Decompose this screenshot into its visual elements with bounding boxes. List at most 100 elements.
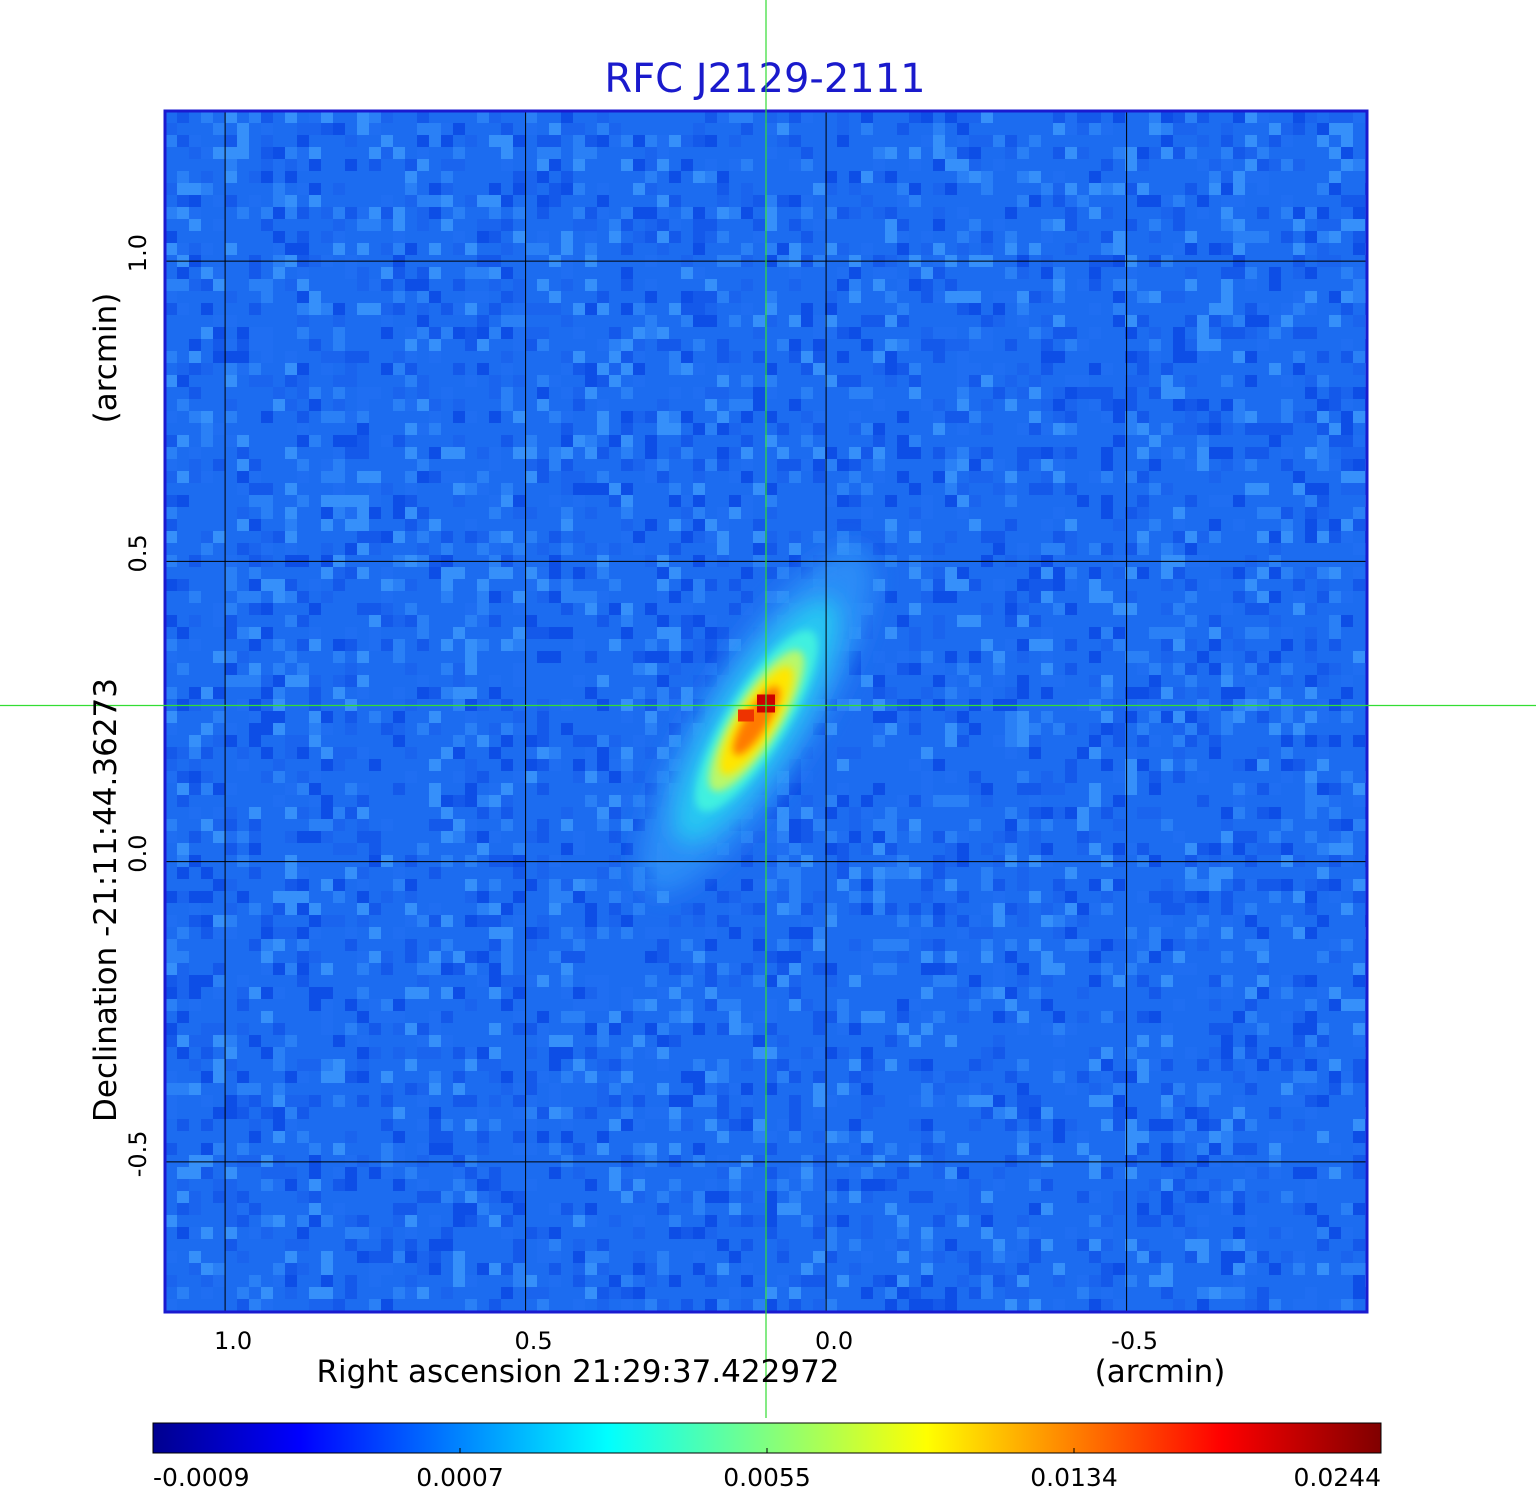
noise-pixel <box>969 159 981 171</box>
noise-pixel <box>1329 567 1341 579</box>
noise-pixel <box>189 147 201 159</box>
noise-pixel <box>309 1095 321 1107</box>
noise-pixel <box>933 351 945 363</box>
noise-pixel <box>573 831 585 843</box>
noise-pixel <box>249 819 261 831</box>
noise-pixel <box>1197 651 1209 663</box>
noise-pixel <box>981 1095 993 1107</box>
noise-pixel <box>321 747 333 759</box>
noise-pixel <box>633 159 645 171</box>
noise-pixel <box>345 783 357 795</box>
noise-pixel <box>513 207 525 219</box>
noise-pixel <box>345 159 357 171</box>
noise-pixel <box>249 1119 261 1131</box>
noise-pixel <box>837 267 849 279</box>
noise-pixel <box>633 1143 645 1155</box>
noise-pixel <box>621 159 633 171</box>
noise-pixel <box>1029 387 1041 399</box>
noise-pixel <box>213 1035 225 1047</box>
noise-pixel <box>705 207 717 219</box>
noise-pixel <box>465 1095 477 1107</box>
noise-pixel <box>645 459 657 471</box>
noise-pixel <box>525 243 537 255</box>
noise-pixel <box>213 279 225 291</box>
noise-pixel <box>1137 939 1149 951</box>
noise-pixel <box>813 531 825 543</box>
noise-pixel <box>1005 267 1017 279</box>
noise-pixel <box>585 687 597 699</box>
noise-pixel <box>705 387 717 399</box>
noise-pixel <box>921 963 933 975</box>
noise-pixel <box>1233 111 1245 123</box>
noise-pixel <box>249 735 261 747</box>
noise-pixel <box>489 327 501 339</box>
noise-pixel <box>981 459 993 471</box>
noise-pixel <box>1329 783 1341 795</box>
noise-pixel <box>1077 123 1089 135</box>
noise-pixel <box>693 651 705 663</box>
noise-pixel <box>525 111 537 123</box>
noise-pixel <box>261 627 273 639</box>
noise-pixel <box>333 807 345 819</box>
noise-pixel <box>285 147 297 159</box>
noise-pixel <box>573 735 585 747</box>
noise-pixel <box>285 111 297 123</box>
noise-pixel <box>249 1227 261 1239</box>
noise-pixel <box>237 987 249 999</box>
noise-pixel <box>1197 447 1209 459</box>
noise-pixel <box>1185 423 1197 435</box>
noise-pixel <box>477 363 489 375</box>
noise-pixel <box>1041 711 1053 723</box>
noise-pixel <box>1137 891 1149 903</box>
noise-pixel <box>1305 1179 1317 1191</box>
noise-pixel <box>1293 123 1305 135</box>
noise-pixel <box>189 195 201 207</box>
noise-pixel <box>477 1047 489 1059</box>
noise-pixel <box>333 687 345 699</box>
noise-pixel <box>1293 1095 1305 1107</box>
noise-pixel <box>969 519 981 531</box>
noise-pixel <box>393 147 405 159</box>
noise-pixel <box>1113 843 1125 855</box>
noise-pixel <box>777 939 789 951</box>
noise-pixel <box>1173 147 1185 159</box>
noise-pixel <box>1089 747 1101 759</box>
noise-pixel <box>1101 639 1113 651</box>
noise-pixel <box>513 855 525 867</box>
noise-pixel <box>993 915 1005 927</box>
noise-pixel <box>1041 819 1053 831</box>
noise-pixel <box>909 903 921 915</box>
noise-pixel <box>1245 411 1257 423</box>
noise-pixel <box>609 735 621 747</box>
noise-pixel <box>1017 1263 1029 1275</box>
noise-pixel <box>1293 579 1305 591</box>
noise-pixel <box>381 1143 393 1155</box>
noise-pixel <box>789 1119 801 1131</box>
noise-pixel <box>1173 1083 1185 1095</box>
noise-pixel <box>621 1059 633 1071</box>
noise-pixel <box>417 375 429 387</box>
noise-pixel <box>393 1023 405 1035</box>
noise-pixel <box>465 531 477 543</box>
noise-pixel <box>789 243 801 255</box>
noise-pixel <box>789 135 801 147</box>
noise-pixel <box>621 1107 633 1119</box>
noise-pixel <box>573 1071 585 1083</box>
noise-pixel <box>1029 135 1041 147</box>
noise-pixel <box>1089 207 1101 219</box>
noise-pixel <box>585 543 597 555</box>
noise-pixel <box>489 1095 501 1107</box>
noise-pixel <box>417 147 429 159</box>
noise-pixel <box>573 135 585 147</box>
noise-pixel <box>1281 423 1293 435</box>
noise-pixel <box>1185 1047 1197 1059</box>
noise-pixel <box>1185 1107 1197 1119</box>
noise-pixel <box>897 1215 909 1227</box>
noise-pixel <box>513 891 525 903</box>
noise-pixel <box>1221 1287 1233 1299</box>
noise-pixel <box>609 807 621 819</box>
noise-pixel <box>237 1287 249 1299</box>
y-tick-label: -0.5 <box>124 1130 152 1177</box>
noise-pixel <box>1053 111 1065 123</box>
